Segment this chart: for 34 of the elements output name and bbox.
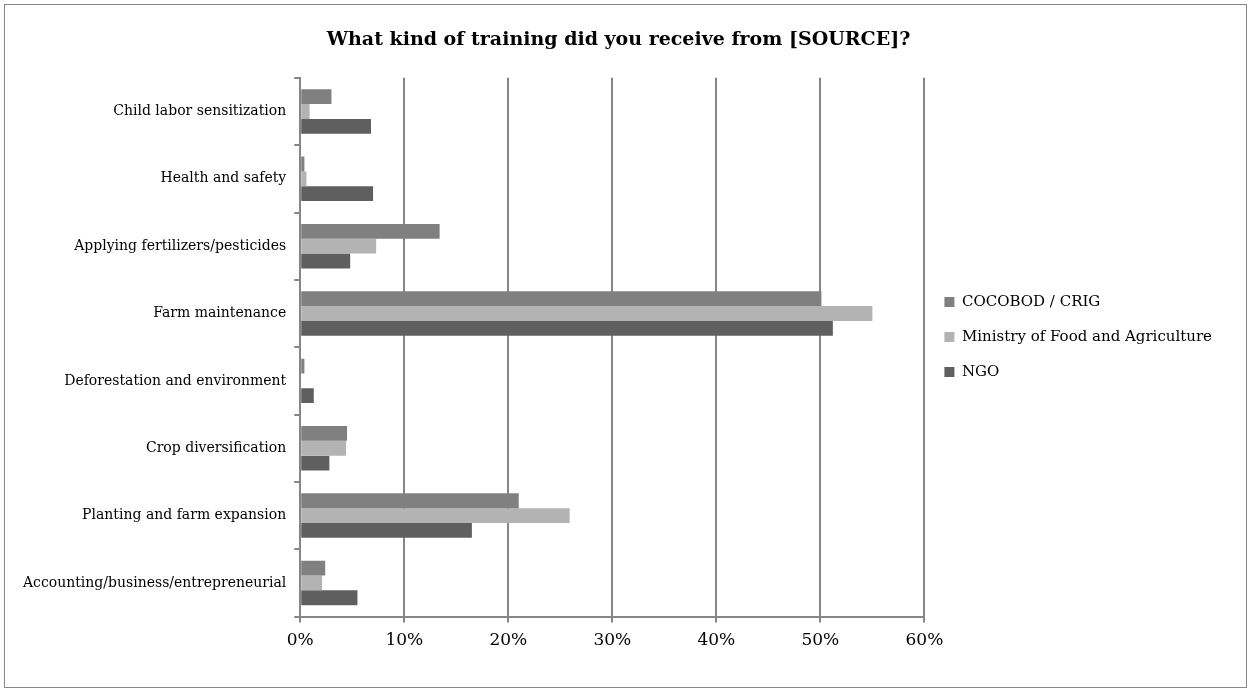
bar: [301, 455, 330, 471]
x-tick-label: 40%: [697, 629, 736, 650]
legend-label: NGO: [961, 361, 1000, 380]
x-tick-label: 20%: [489, 629, 528, 650]
bar: [301, 320, 833, 336]
y-tick-label: Child labor sensitization: [113, 102, 287, 119]
bar: [301, 171, 307, 187]
bar: [301, 508, 570, 523]
chart-title: What kind of training did you receive from [SOURCE]?: [325, 27, 911, 50]
x-tick-label: 10%: [385, 629, 424, 650]
bar: [301, 253, 351, 269]
bar: [301, 575, 323, 591]
y-tick-label: Farm maintenance: [153, 304, 287, 321]
bar: [301, 186, 374, 202]
bar: [301, 440, 347, 456]
y-tick-label: Crop diversification: [145, 438, 287, 455]
y-tick-label: Health and safety: [160, 169, 287, 186]
y-tick-label: Planting and farm expansion: [82, 506, 287, 523]
bar: [301, 522, 472, 538]
y-tick-label: Deforestation and environment: [64, 371, 287, 388]
bar: [301, 590, 358, 606]
bar: [301, 388, 314, 404]
x-tick-label: 30%: [593, 629, 632, 650]
y-tick-label: Applying fertilizers/pesticides: [73, 236, 287, 253]
bar: [301, 238, 377, 254]
legend-label: Ministry of Food and Agriculture: [961, 326, 1213, 345]
x-tick-label: 50%: [801, 629, 840, 650]
bar: [301, 306, 873, 321]
bar: [301, 118, 371, 134]
x-tick-label: 0%: [286, 629, 314, 650]
y-tick-label: Accounting/business/entrepreneurial: [21, 573, 287, 590]
bar: [301, 104, 310, 119]
legend-label: COCOBOD / CRIG: [961, 291, 1101, 310]
x-tick-label: 60%: [905, 629, 944, 650]
